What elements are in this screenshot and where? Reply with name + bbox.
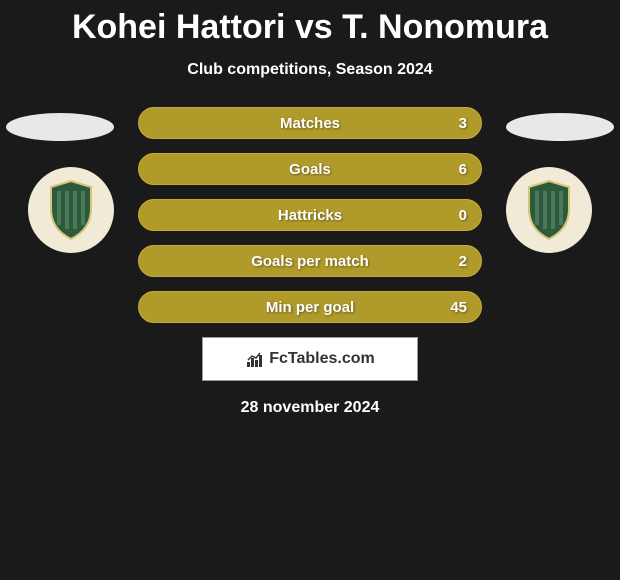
stat-bar: Hattricks 0 [138, 199, 482, 231]
subtitle: Club competitions, Season 2024 [0, 61, 620, 79]
stat-value: 3 [459, 115, 467, 132]
stats-column: Matches 3 Goals 6 Hattricks 0 Goals per … [138, 107, 482, 323]
stat-bar: Goals per match 2 [138, 245, 482, 277]
content-area: Matches 3 Goals 6 Hattricks 0 Goals per … [0, 107, 620, 417]
chart-icon [245, 350, 265, 368]
stat-label: Matches [280, 115, 340, 132]
player-avatar-right [506, 113, 614, 141]
brand-text: FcTables.com [269, 350, 375, 368]
shield-icon [45, 179, 97, 241]
stat-value: 45 [450, 299, 467, 316]
date-text: 28 november 2024 [0, 399, 620, 417]
club-badge-right [506, 167, 592, 253]
stat-value: 6 [459, 161, 467, 178]
club-badge-left [28, 167, 114, 253]
stat-label: Hattricks [278, 207, 342, 224]
player-avatar-left [6, 113, 114, 141]
page-title: Kohei Hattori vs T. Nonomura [0, 0, 620, 47]
stat-label: Min per goal [266, 299, 354, 316]
stat-value: 0 [459, 207, 467, 224]
stat-label: Goals [289, 161, 331, 178]
brand-box: FcTables.com [202, 337, 418, 381]
shield-icon [523, 179, 575, 241]
stat-bar: Goals 6 [138, 153, 482, 185]
stat-bar: Matches 3 [138, 107, 482, 139]
stat-label: Goals per match [251, 253, 369, 270]
stat-bar: Min per goal 45 [138, 291, 482, 323]
stat-value: 2 [459, 253, 467, 270]
